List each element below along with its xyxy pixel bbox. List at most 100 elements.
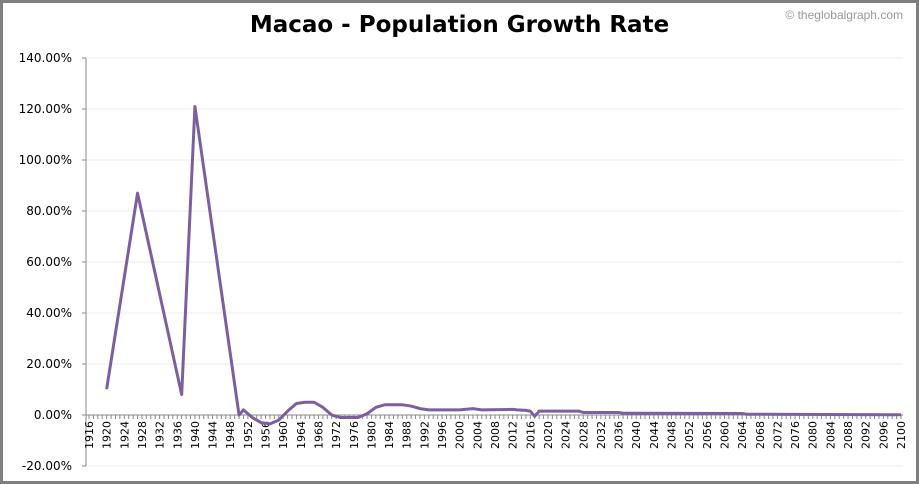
data-point	[472, 408, 474, 410]
x-tick-label: 2036	[613, 421, 626, 449]
x-tick-label: 1960	[277, 421, 290, 449]
data-point	[269, 423, 271, 425]
data-point	[516, 409, 518, 411]
data-point	[304, 401, 306, 403]
data-point	[251, 417, 253, 419]
data-point	[401, 404, 403, 406]
data-point	[582, 411, 584, 413]
x-tick-label: 1940	[189, 421, 202, 449]
x-tick-label: 2080	[807, 421, 820, 449]
x-tick-label: 1968	[312, 421, 325, 449]
data-point	[313, 401, 315, 403]
x-tick-label: 2016	[524, 421, 537, 449]
x-tick-label: 1932	[154, 421, 167, 449]
y-tick-label: 40.00%	[26, 306, 72, 320]
x-tick-label: 2020	[542, 421, 555, 449]
x-tick-label: 2064	[736, 421, 749, 449]
data-point	[242, 409, 244, 411]
x-tick-label: 2044	[648, 421, 661, 449]
data-point	[181, 394, 183, 396]
series-line	[105, 104, 902, 426]
x-tick-label: 2068	[754, 421, 767, 449]
x-tick-label: 2096	[877, 421, 890, 449]
credit-text: © theglobalgraph.com	[785, 8, 903, 22]
x-tick-label: 1952	[242, 421, 255, 449]
data-point	[428, 409, 430, 411]
x-tick-label: 1988	[401, 421, 414, 449]
x-tick-label: 2012	[507, 421, 520, 449]
data-point	[366, 413, 368, 415]
x-tick-label: 2088	[842, 421, 855, 449]
x-tick-label: 1948	[224, 421, 237, 449]
data-point	[348, 417, 350, 419]
x-tick-label: 2084	[824, 421, 837, 449]
x-tick-label: 2056	[701, 421, 714, 449]
data-point	[437, 409, 439, 411]
data-point	[900, 414, 902, 416]
x-tick-label: 2000	[454, 421, 467, 449]
y-tick-label: 120.00%	[19, 102, 72, 116]
data-point	[741, 412, 743, 414]
x-tick-label: 2040	[630, 421, 643, 449]
data-point	[512, 408, 514, 410]
data-point	[481, 409, 483, 411]
data-point	[322, 406, 324, 408]
x-tick-label: 1996	[436, 421, 449, 449]
data-point	[295, 403, 297, 405]
x-tick-label: 1928	[136, 421, 149, 449]
x-tick-label: 1992	[418, 421, 431, 449]
data-point	[622, 412, 624, 414]
x-tick-label: 1984	[383, 421, 396, 449]
data-point	[618, 411, 620, 413]
data-point	[746, 413, 748, 415]
y-tick-label: 0.00%	[34, 408, 72, 422]
x-tick-label: 1956	[260, 421, 273, 449]
data-point	[194, 105, 196, 107]
x-tick-label: 2052	[683, 421, 696, 449]
data-point	[578, 410, 580, 412]
x-tick-label: 1920	[101, 421, 114, 449]
data-point	[529, 410, 531, 412]
y-tick-label: 60.00%	[26, 255, 72, 269]
data-point	[137, 192, 139, 194]
x-tick-label: 1924	[118, 421, 131, 449]
data-point	[419, 408, 421, 410]
x-tick-label: 1980	[365, 421, 378, 449]
x-tick-label: 2028	[577, 421, 590, 449]
data-point	[106, 388, 108, 390]
x-tick-label: 2076	[789, 421, 802, 449]
data-point	[410, 405, 412, 407]
x-tick-label: 2004	[471, 421, 484, 449]
x-tick-label: 2008	[489, 421, 502, 449]
data-point	[238, 414, 240, 416]
data-point	[331, 414, 333, 416]
data-point	[384, 404, 386, 406]
data-point	[278, 419, 280, 421]
data-point	[525, 409, 527, 411]
y-tick-label: 80.00%	[26, 204, 72, 218]
x-tick-label: 2092	[860, 421, 873, 449]
x-tick-label: 1976	[348, 421, 361, 449]
x-tick-label: 2024	[560, 421, 573, 449]
x-tick-label: 2060	[718, 421, 731, 449]
data-point	[534, 415, 536, 417]
x-tick-label: 2072	[771, 421, 784, 449]
y-tick-label: 20.00%	[26, 357, 72, 371]
chart-title: Macao - Population Growth Rate	[249, 12, 670, 38]
data-point	[538, 410, 540, 412]
x-tick-label: 1972	[330, 421, 343, 449]
data-point	[459, 409, 461, 411]
x-tick-label: 1916	[83, 421, 96, 449]
x-tick-label: 1936	[171, 421, 184, 449]
data-point	[287, 410, 289, 412]
x-tick-label: 1944	[207, 421, 220, 449]
data-point	[375, 406, 377, 408]
x-tick-label: 2032	[595, 421, 608, 449]
y-tick-label: 140.00%	[19, 51, 72, 65]
data-point	[393, 404, 394, 406]
y-tick-label: 100.00%	[19, 153, 72, 167]
y-tick-label: -20.00%	[22, 459, 72, 473]
data-point	[340, 417, 342, 419]
x-tick-label: 1964	[295, 421, 308, 449]
